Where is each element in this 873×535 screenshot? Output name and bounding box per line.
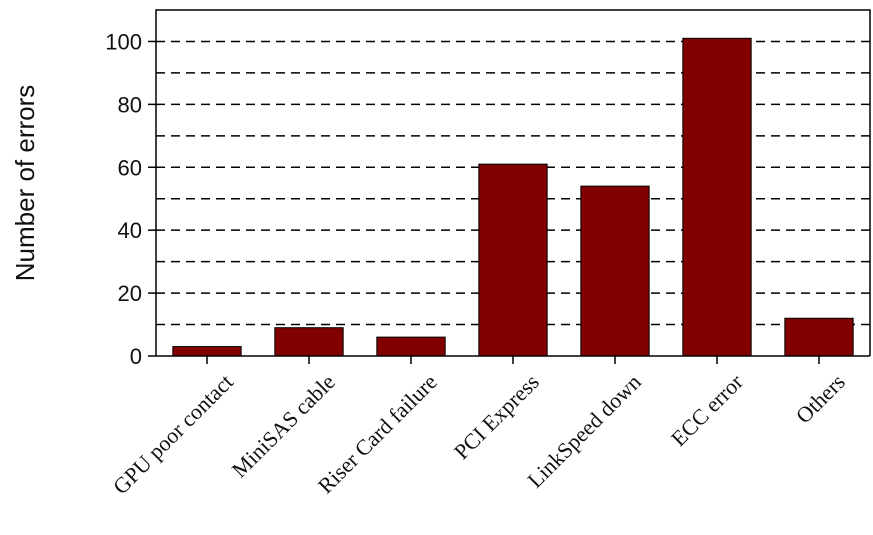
bars	[172, 37, 854, 357]
y-tick-label: 0	[130, 344, 142, 369]
y-tick-label: 20	[118, 281, 142, 306]
y-axis-ticks: 0 20 40 60 80 100	[105, 29, 156, 369]
y-tick-label: 60	[118, 155, 142, 180]
x-tick-label-minisas-cable: MiniSAS cable	[227, 369, 340, 482]
plot-frame	[155, 9, 871, 356]
bar-riser-card-failure	[376, 336, 446, 357]
x-tick-label-pci-express: PCI Express	[449, 369, 544, 464]
bar-linkspeed-down	[580, 185, 650, 357]
bar-others	[784, 317, 854, 357]
y-tick-label: 80	[118, 92, 142, 117]
x-tick-label-others: Others	[791, 369, 850, 428]
y-tick-label: 100	[105, 29, 142, 54]
bar-minisas-cable	[274, 327, 344, 357]
x-tick-label-gpu-poor-contact: GPU poor contact	[108, 369, 238, 499]
bar-ecc-error	[682, 37, 752, 357]
y-axis-title: Number of errors	[10, 85, 40, 282]
x-tick-label-ecc-error: ECC error	[666, 369, 749, 452]
y-tick-label: 40	[118, 218, 142, 243]
bar-gpu-poor-contact	[172, 346, 242, 357]
bar-pci-express	[478, 163, 548, 357]
